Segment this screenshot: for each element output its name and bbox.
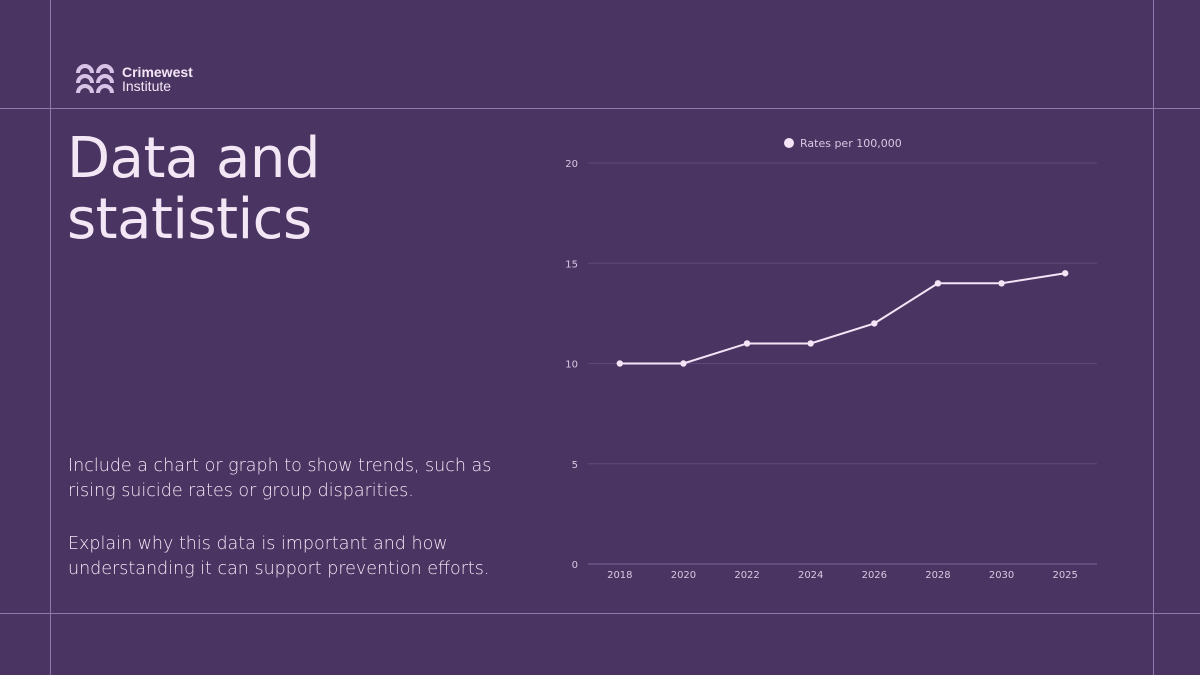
data-point (680, 360, 687, 367)
title-line-1: Data and (67, 126, 320, 191)
page-title: Data and statistics (67, 128, 320, 250)
title-line-2: statistics (67, 187, 312, 252)
legend: Rates per 100,000 (784, 137, 902, 150)
frame-line-left (50, 0, 51, 675)
x-tick-label: 2028 (925, 570, 950, 581)
logo-name: Crimewest (122, 64, 193, 80)
x-tick-label: 2020 (671, 570, 696, 581)
x-tick-label: 2030 (989, 570, 1014, 581)
x-tick-label: 2026 (862, 570, 887, 581)
data-point (871, 320, 878, 327)
frame-line-right (1153, 0, 1154, 675)
data-point (998, 280, 1005, 287)
logo-subtitle: Institute (122, 78, 172, 94)
data-point (1061, 270, 1069, 277)
y-tick-label: 15 (565, 259, 578, 270)
frame-line-bottom (0, 613, 1200, 614)
legend-marker (784, 138, 794, 148)
data-point (807, 340, 814, 347)
x-tick-label: 2018 (607, 570, 632, 581)
data-point (934, 280, 942, 287)
y-tick-label: 10 (565, 360, 578, 371)
logo-arches-icon (76, 64, 114, 94)
description-paragraph-1: Include a chart or graph to show trends,… (68, 456, 492, 501)
x-tick-label: 2024 (798, 570, 823, 581)
series-line (619, 272, 1066, 365)
logo: Crimewest Institute (75, 63, 193, 95)
frame-line-top (0, 108, 1200, 109)
x-tick-label: 2025 (1052, 570, 1077, 581)
description-paragraph-2: Explain why this data is important and h… (68, 534, 490, 579)
x-tick-label: 2022 (734, 570, 759, 581)
y-tick-label: 20 (565, 159, 578, 170)
data-point (743, 340, 751, 347)
legend-label: Rates per 100,000 (800, 137, 902, 150)
data-point (616, 360, 624, 367)
y-tick-label: 0 (572, 560, 578, 571)
y-tick-label: 5 (572, 460, 578, 471)
